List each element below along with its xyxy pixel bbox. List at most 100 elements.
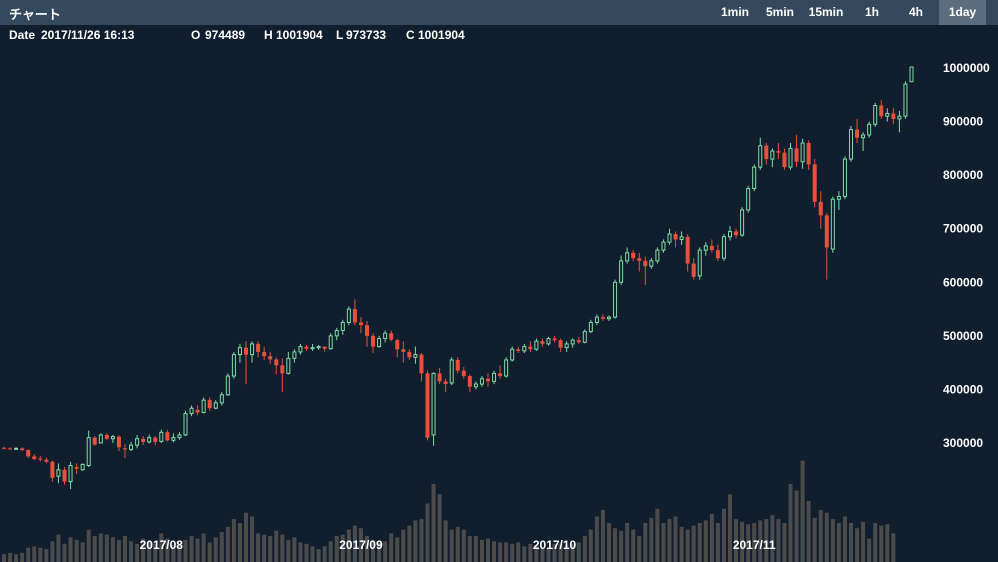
volume-bar (165, 538, 170, 562)
volume-bar (92, 536, 97, 562)
candle-body-up (316, 346, 321, 349)
volume-bar (764, 519, 769, 562)
candle-body-down (691, 263, 696, 277)
volume-bar (62, 543, 67, 562)
candle-body-down (358, 322, 363, 326)
candle-body-up (225, 375, 230, 396)
candle-body-up (473, 383, 478, 388)
candle-body-down (8, 448, 13, 450)
volume-bar (697, 523, 702, 562)
volume-bar (153, 543, 158, 562)
candlestick-chart[interactable]: 300000 400000 500000 600000 700000 800000 9000… (0, 45, 998, 562)
volume-bar (776, 519, 781, 562)
candle-body-up (703, 245, 708, 251)
low-label: L (336, 28, 344, 42)
candle-body-down (2, 447, 6, 449)
candle-body-down (153, 437, 158, 442)
candle-body-up (510, 348, 515, 361)
candle-body-up (177, 434, 182, 439)
candle-body-down (74, 467, 79, 469)
volume-bar (673, 516, 678, 562)
candle-body-down (44, 459, 49, 462)
volume-bar (522, 546, 527, 562)
volume-bar (667, 519, 672, 562)
volume-bar (365, 536, 369, 562)
volume-bar (788, 484, 793, 562)
candle-body-up (98, 434, 103, 444)
timeframe-1min-button[interactable]: 1min (720, 5, 749, 19)
volume-bar (552, 543, 557, 562)
candle-body-up (171, 437, 176, 441)
timeframe-5min-button[interactable]: 5min (765, 5, 794, 19)
volume-bar (879, 525, 884, 562)
x-month-label: 2017/10 (533, 538, 577, 552)
volume-bar (570, 543, 575, 562)
volume-bar (183, 539, 188, 562)
candle-body-up (449, 359, 454, 384)
candle-body-down (437, 373, 442, 382)
candle-body-down (395, 340, 400, 350)
volume-bar (582, 536, 587, 562)
candle-body-up (740, 209, 745, 236)
candle-body-up (649, 260, 654, 267)
candle-body-down (709, 245, 714, 251)
top-bar: チャート 1min 5min 15min 1h 4h 1day (0, 0, 998, 25)
timeframe-1h-button[interactable]: 1h (864, 5, 879, 19)
x-month-label: 2017/11 (733, 538, 776, 552)
volume-bar (534, 545, 539, 562)
volume-bar (56, 534, 61, 562)
y-tick-label: 900000 (943, 115, 983, 129)
volume-bar (8, 552, 13, 562)
candle-body-down (558, 340, 563, 348)
candle-body-up (588, 321, 593, 333)
volume-bar (98, 533, 103, 562)
candle-body-down (141, 438, 146, 442)
volume-bar (413, 520, 418, 562)
volume-bar (395, 537, 400, 562)
volume-bar (607, 523, 611, 562)
volume-bar (800, 460, 805, 562)
y-tick-label: 400000 (943, 382, 983, 396)
volume-bar (746, 524, 751, 562)
y-tick-label: 800000 (943, 168, 983, 182)
candle-body-up (159, 431, 164, 442)
volume-bar (437, 494, 442, 562)
candle-body-up (667, 233, 672, 243)
volume-bar (558, 543, 563, 562)
timeframe-15min-button[interactable]: 15min (808, 5, 844, 19)
volume-bar (594, 516, 599, 562)
candle-body-up (873, 105, 878, 125)
volume-bar (473, 536, 478, 562)
volume-bar (661, 523, 666, 562)
volume-bar (752, 523, 757, 562)
volume-bar (377, 542, 382, 562)
timeframe-1day-button[interactable]: 1day (939, 0, 986, 25)
volume-bar (504, 542, 509, 562)
candle-body-down (455, 359, 460, 371)
candle-body-up (346, 308, 351, 323)
candle-body-down (274, 359, 279, 366)
candle-body-up (909, 66, 914, 83)
candle-body-up (752, 166, 757, 190)
candle-body-up (897, 115, 902, 120)
volume-bar (637, 536, 642, 562)
volume-bar (292, 537, 297, 562)
timeframe-4h-button[interactable]: 4h (908, 5, 923, 19)
candle-body-up (340, 321, 345, 332)
volume-bar (461, 529, 466, 562)
volume-bar (655, 508, 660, 562)
candle-body-down (280, 365, 285, 374)
candle-body-up (286, 357, 291, 374)
candle-body-up (885, 113, 890, 117)
candle-body-up (758, 145, 763, 168)
volume-bar (20, 552, 25, 562)
candle-body-up (655, 249, 660, 262)
candle-body-down (818, 201, 823, 216)
chart-title: チャート (9, 7, 61, 22)
candle-body-up (86, 437, 91, 466)
volume-bar (201, 533, 206, 562)
candle-body-up (504, 359, 509, 377)
volume-bar (135, 543, 140, 562)
candle-body-up (661, 241, 666, 251)
volume-bar (467, 536, 472, 562)
